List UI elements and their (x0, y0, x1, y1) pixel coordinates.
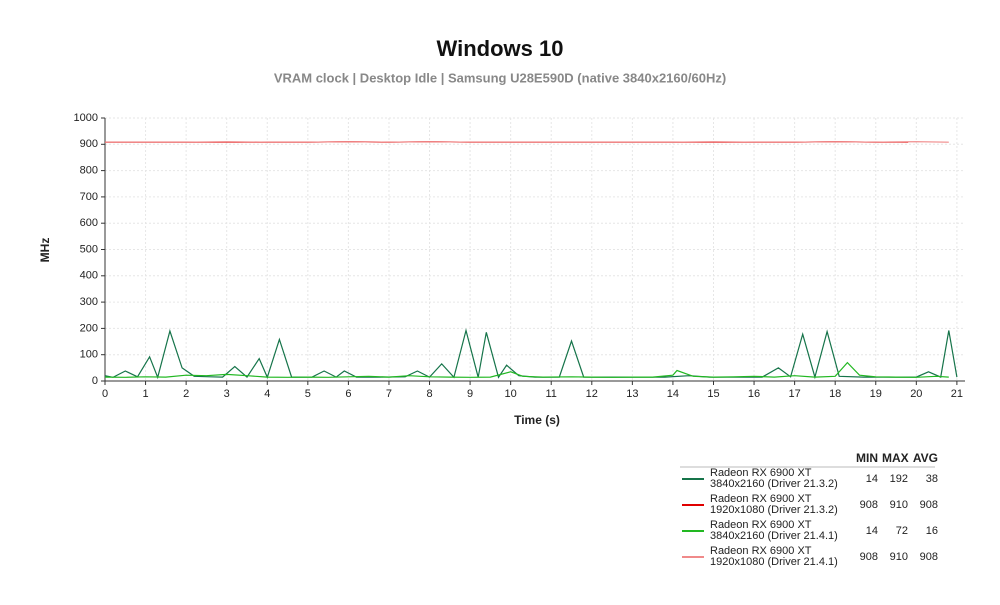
y-tick-label: 400 (80, 270, 98, 282)
legend-swatch (682, 478, 704, 480)
x-tick-label: 11 (546, 388, 557, 400)
x-tick-label: 15 (707, 388, 719, 400)
x-axis-label: Time (s) (514, 413, 560, 427)
stat-header: MAX (882, 451, 909, 465)
x-tick-label: 17 (788, 388, 800, 400)
legend: MIN MAX AVG Radeon RX 6900 XT 3840x2160 … (680, 450, 938, 570)
chart-title: Windows 10 (437, 36, 564, 61)
y-tick-label: 500 (80, 243, 98, 255)
x-tick-label: 19 (870, 388, 882, 400)
x-tick-label: 10 (505, 388, 517, 400)
x-tick-label: 20 (910, 388, 922, 400)
x-tick-label: 3 (224, 388, 230, 400)
y-tick-label: 0 (92, 375, 98, 387)
series-line (105, 141, 949, 143)
y-axis-label: MHz (38, 238, 52, 263)
stat-max: 910 (889, 551, 908, 563)
x-tick-label: 8 (426, 388, 432, 400)
x-tick-label: 9 (467, 388, 473, 400)
stat-avg: 38 (925, 473, 938, 485)
stat-avg: 908 (919, 499, 938, 511)
stat-header: AVG (912, 451, 938, 465)
x-tick-label: 21 (951, 388, 963, 400)
y-tick-label: 300 (80, 296, 98, 308)
legend-item: Radeon RX 6900 XT 3840x2160 (Driver 21.4… (680, 518, 938, 544)
y-tick-label: 100 (80, 349, 98, 361)
legend-item: Radeon RX 6900 XT 1920x1080 (Driver 21.3… (680, 492, 938, 518)
stat-max: 72 (895, 525, 908, 537)
stat-avg: 908 (919, 551, 938, 563)
series-line (104, 361, 949, 378)
chart-subtitle: VRAM clock | Desktop Idle | Samsung U28E… (274, 70, 726, 85)
x-tick-label: 7 (386, 388, 392, 400)
legend-item: Radeon RX 6900 XT 3840x2160 (Driver 21.3… (680, 466, 938, 492)
x-tick-label: 12 (586, 388, 598, 400)
x-tick-label: 2 (183, 388, 189, 400)
y-tick-label: 700 (80, 191, 98, 203)
x-tick-label: 5 (305, 388, 311, 400)
x-tick-label: 1 (143, 388, 149, 400)
x-tick-label: 0 (102, 388, 108, 400)
legend-swatch (682, 504, 704, 506)
legend-label: Radeon RX 6900 XT 1920x1080 (Driver 21.3… (710, 493, 838, 516)
x-tick-label: 6 (345, 388, 351, 400)
stat-max: 910 (889, 499, 908, 511)
stat-avg: 16 (925, 525, 938, 537)
stat-min: 908 (859, 551, 878, 563)
stat-min: 14 (865, 525, 878, 537)
x-tick-label: 18 (829, 388, 841, 400)
x-tick-label: 16 (748, 388, 760, 400)
legend-header: MIN MAX AVG (680, 450, 938, 466)
stat-min: 14 (865, 473, 878, 485)
legend-swatch (682, 530, 704, 532)
stat-min: 908 (859, 499, 878, 511)
y-tick-label: 200 (80, 322, 98, 334)
x-tick-label: 4 (264, 388, 270, 400)
legend-item: Radeon RX 6900 XT 1920x1080 (Driver 21.4… (680, 544, 938, 570)
y-tick-label: 1000 (74, 112, 98, 124)
legend-swatch (682, 556, 704, 558)
x-tick-label: 14 (667, 388, 679, 400)
series-line (104, 328, 958, 380)
y-tick-label: 900 (80, 138, 98, 150)
legend-label: Radeon RX 6900 XT 3840x2160 (Driver 21.3… (710, 467, 838, 490)
stat-header: MIN (856, 451, 878, 465)
legend-label: Radeon RX 6900 XT 1920x1080 (Driver 21.4… (710, 545, 838, 568)
legend-label: Radeon RX 6900 XT 3840x2160 (Driver 21.4… (710, 519, 838, 542)
y-tick-label: 800 (80, 165, 98, 177)
stat-max: 192 (889, 473, 908, 485)
x-tick-label: 13 (626, 388, 638, 400)
y-tick-label: 600 (80, 217, 98, 229)
